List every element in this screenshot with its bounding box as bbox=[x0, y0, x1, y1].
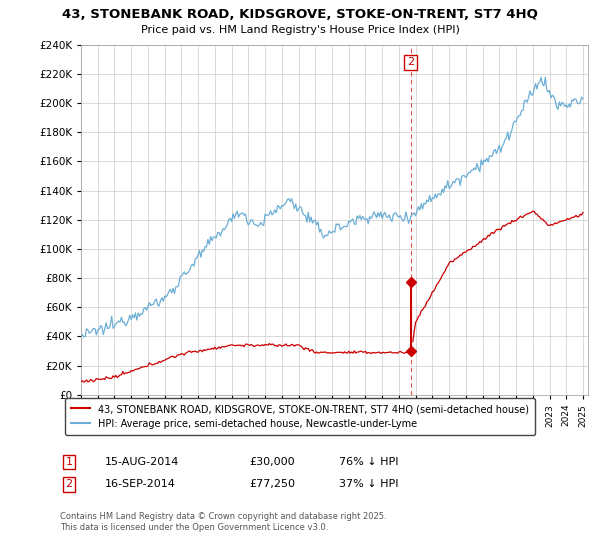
Text: 43, STONEBANK ROAD, KIDSGROVE, STOKE-ON-TRENT, ST7 4HQ: 43, STONEBANK ROAD, KIDSGROVE, STOKE-ON-… bbox=[62, 8, 538, 21]
Legend: 43, STONEBANK ROAD, KIDSGROVE, STOKE-ON-TRENT, ST7 4HQ (semi-detached house), HP: 43, STONEBANK ROAD, KIDSGROVE, STOKE-ON-… bbox=[65, 398, 535, 435]
Text: 2: 2 bbox=[65, 479, 73, 489]
Text: 15-AUG-2014: 15-AUG-2014 bbox=[105, 457, 179, 467]
Text: Price paid vs. HM Land Registry's House Price Index (HPI): Price paid vs. HM Land Registry's House … bbox=[140, 25, 460, 35]
Text: Contains HM Land Registry data © Crown copyright and database right 2025.
This d: Contains HM Land Registry data © Crown c… bbox=[60, 512, 386, 532]
Text: 76% ↓ HPI: 76% ↓ HPI bbox=[339, 457, 398, 467]
Text: 16-SEP-2014: 16-SEP-2014 bbox=[105, 479, 176, 489]
Text: 1: 1 bbox=[65, 457, 73, 467]
Text: £30,000: £30,000 bbox=[249, 457, 295, 467]
Text: £77,250: £77,250 bbox=[249, 479, 295, 489]
Text: 2: 2 bbox=[407, 57, 415, 67]
Text: 37% ↓ HPI: 37% ↓ HPI bbox=[339, 479, 398, 489]
